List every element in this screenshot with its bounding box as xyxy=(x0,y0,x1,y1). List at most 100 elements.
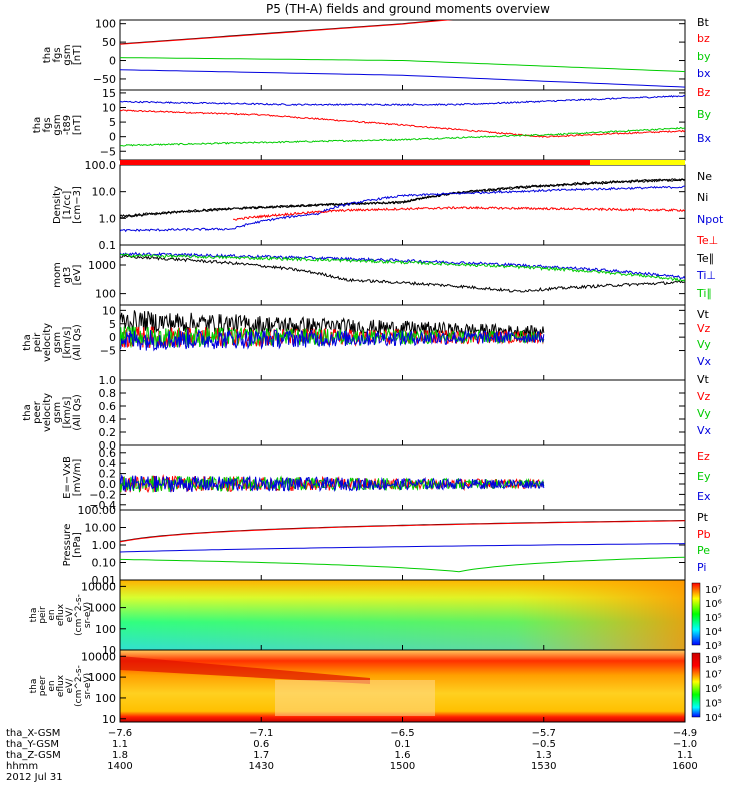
y-axis-label-line: velocity xyxy=(42,323,53,362)
y-axis-label-line: gsm xyxy=(62,44,73,65)
colorbar-label: 10³ xyxy=(705,641,722,652)
y-axis-label-line: [cm−3] xyxy=(72,186,83,224)
y-tick-label: 1.00 xyxy=(92,539,117,552)
y-tick-label: 5 xyxy=(109,116,116,129)
series-Ti∥ xyxy=(120,253,685,282)
colorbar-label: 10⁵ xyxy=(705,699,722,710)
legend-bx: bx xyxy=(697,67,711,80)
y-tick-label: 15 xyxy=(102,87,116,100)
panel-density: 100.0 10.0 1.0 0.1 Density [1/cc] [cm−3] Ne Ni Np… xyxy=(52,159,724,252)
legend-Vy: Vy xyxy=(697,407,711,420)
y-axis-label: Density [1/cc] [cm−3] xyxy=(52,186,83,224)
y-axis-label-line: peir xyxy=(32,332,43,352)
ephemeris-value: −7.6 xyxy=(108,728,132,739)
y-axis-label-line: (All Qs) xyxy=(72,394,83,431)
legend-Vy: Vy xyxy=(697,338,711,351)
legend-Ex: Ex xyxy=(697,490,711,503)
ephemeris-value: −1.0 xyxy=(673,739,697,750)
legend-Ey: Ey xyxy=(697,470,711,483)
y-tick-label: 100.00 xyxy=(78,504,117,517)
legend-By: By xyxy=(697,108,712,121)
y-tick-label: 1.0 xyxy=(99,212,117,225)
ephemeris-value: −7.1 xyxy=(249,728,273,739)
ephemeris-value: −0.5 xyxy=(532,739,556,750)
y-axis-label: E=−VxB [mV/m] xyxy=(62,456,83,499)
legend-Vx: Vx xyxy=(697,355,712,368)
y-axis-label-line: velocity xyxy=(42,393,53,432)
y-tick-label: 0.4 xyxy=(99,413,117,426)
y-axis-label-line: Density xyxy=(52,186,63,224)
y-axis-label-line: -t89 xyxy=(62,115,73,135)
y-axis-label-line: peer xyxy=(38,675,48,696)
y-axis-label-line: tha xyxy=(32,117,43,133)
y-axis-label-line: fgs xyxy=(52,47,63,62)
y-axis-label-line: (cm^2-s- xyxy=(74,594,84,636)
y-axis-label-line: [1/cc] xyxy=(62,191,73,220)
y-tick-label: 10 xyxy=(102,304,116,317)
mode-bar-red xyxy=(120,160,590,165)
y-tick-label: 1.0 xyxy=(99,374,117,387)
y-axis-label-line: tha xyxy=(42,47,53,63)
y-tick-label: 0.0 xyxy=(99,439,117,452)
colorbar-label: 10⁷ xyxy=(705,585,722,596)
y-axis-label-line: tha xyxy=(29,608,39,623)
y-axis-label-line: peer xyxy=(32,400,43,424)
ephemeris-label: tha_Z-GSM xyxy=(6,750,61,761)
y-axis-label-line: gsm xyxy=(52,114,63,135)
y-tick-label: 0.1 xyxy=(99,239,117,252)
y-tick-label: 10 xyxy=(102,713,116,726)
y-axis-label-line: [eV] xyxy=(72,265,83,286)
y-tick-label: 5 xyxy=(109,318,116,331)
y-tick-label: −50 xyxy=(93,73,116,86)
panel-frame xyxy=(119,379,686,446)
colorbar xyxy=(691,582,701,646)
ephemeris-value: 1500 xyxy=(390,761,415,772)
y-tick-label: 0.10 xyxy=(92,557,117,570)
series-By xyxy=(120,126,685,147)
y-tick-label: 10000 xyxy=(81,580,116,593)
legend-Bz: Bz xyxy=(697,86,711,99)
y-axis-label-line: [km/s] xyxy=(62,396,73,428)
series-Ne xyxy=(120,178,685,218)
y-tick-label: −5 xyxy=(100,145,116,158)
y-axis-label-line: [km/s] xyxy=(62,326,73,358)
ephemeris-value: 1.6 xyxy=(395,750,411,761)
y-tick-label: 0.2 xyxy=(99,426,117,439)
panel-temp: 1000 100 mom gt3 [eV] Te∥ Ti⊥ Ti∥ xyxy=(52,244,716,306)
y-axis-label-line: (All Qs) xyxy=(72,324,83,361)
ephemeris-value: 1600 xyxy=(672,761,697,772)
series-Te⊥ xyxy=(233,206,685,221)
y-tick-label: 50 xyxy=(102,36,116,49)
y-tick-label: 10000 xyxy=(81,650,116,663)
y-tick-label: 10 xyxy=(102,644,116,657)
y-tick-label: 0.01 xyxy=(92,574,117,587)
colorbar-label: 10⁷ xyxy=(705,670,722,681)
legend-Bt: Bt xyxy=(697,16,710,29)
y-axis-label: tha peer velocity gsm [km/s] (All Qs) xyxy=(22,393,83,432)
colorbar-label: 10⁸ xyxy=(705,655,722,666)
y-tick-label: 0.6 xyxy=(99,447,117,460)
series-Ex xyxy=(120,473,545,493)
y-axis-label-line: mom xyxy=(52,262,63,288)
ephemeris-value: 0.1 xyxy=(395,739,411,750)
y-tick-label: 1000 xyxy=(88,259,116,272)
colorbar-label: 10⁶ xyxy=(705,599,722,610)
colorbar-label: 10⁴ xyxy=(705,713,722,724)
date-label: 2012 Jul 31 xyxy=(6,772,63,783)
colorbar-label: 10⁶ xyxy=(705,684,722,695)
legend-Ni: Ni xyxy=(697,191,708,204)
legend-bz: bz xyxy=(697,32,710,45)
legend-Vx: Vx xyxy=(697,424,712,437)
ephemeris-value: −6.5 xyxy=(390,728,414,739)
y-axis-label-line: [mV/m] xyxy=(72,459,83,497)
panel-frame xyxy=(119,244,686,306)
legend-Vt: Vt xyxy=(697,373,710,386)
series-Pe xyxy=(120,556,685,573)
y-tick-label: 100 xyxy=(95,288,116,301)
ephemeris-value: 1.1 xyxy=(112,739,128,750)
legend-by: by xyxy=(697,50,711,63)
y-tick-label: 0.2 xyxy=(99,468,117,481)
legend-Ti∥: Ti∥ xyxy=(696,287,712,300)
series-Bz xyxy=(120,109,685,138)
